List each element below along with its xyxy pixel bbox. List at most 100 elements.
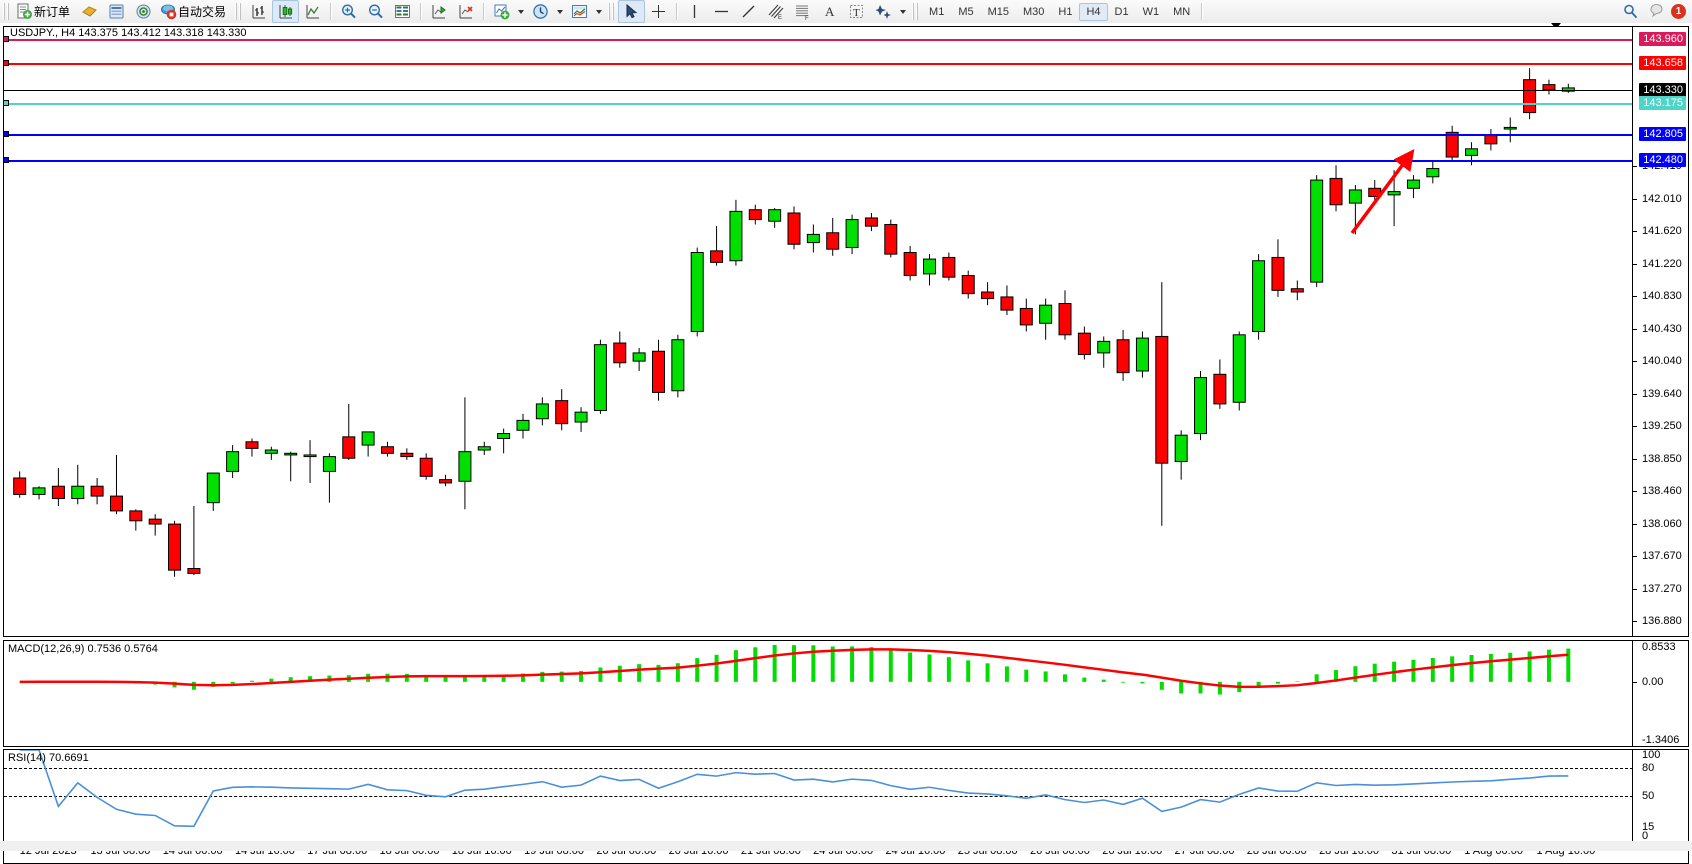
macd-label: MACD(12,26,9) 0.7536 0.5764 [8,643,158,655]
search-button[interactable] [1617,0,1644,23]
data-grid-button[interactable] [389,0,416,23]
zoom-in-button[interactable] [335,0,362,23]
price-tick-mark [1633,361,1637,363]
chart-container[interactable]: USDJPY., H4 143.375 143.412 143.318 143.… [0,23,1692,864]
cursor-button[interactable] [618,0,646,23]
toolbar-separator-1 [330,3,332,20]
text-button[interactable]: A [816,0,843,23]
price-tick-mark [1633,621,1637,623]
price-tick: 138.460 [1633,485,1688,497]
macd-plot[interactable]: MACD(12,26,9) 0.7536 0.5764 [4,641,1633,746]
level-price-label-bid-line: 143.175 [1639,96,1686,111]
price-tick-mark [1633,166,1637,168]
navigator-button[interactable] [130,0,157,23]
timeframe-m5[interactable]: M5 [958,5,974,18]
timeframe-w1[interactable]: W1 [1142,5,1160,18]
price-tick: 142.010 [1633,193,1688,205]
text-label-button[interactable]: T [843,0,870,23]
template-dropdown-caret[interactable] [596,9,603,14]
crosshair-button[interactable] [645,0,672,23]
timeframe-d1[interactable]: D1 [1114,5,1129,18]
level-line-support-upper[interactable] [4,133,1633,136]
level-price-label-resistance-lower: 143.658 [1639,56,1686,71]
price-tick: 140.830 [1633,290,1688,302]
rsi-level-50 [4,795,1633,797]
add-indicator-button[interactable] [488,0,515,23]
macd-pane[interactable]: MACD(12,26,9) 0.7536 0.5764 0.8533 0.00 -1… [3,640,1689,747]
indicator-dropdown-caret[interactable] [518,9,525,14]
vertical-line-button[interactable] [681,0,708,23]
level-handle-support-upper[interactable] [4,130,9,137]
period-dropdown-caret[interactable] [557,9,564,14]
rsi-plot[interactable]: RSI(14) 70.6691 [4,750,1633,841]
arrows-button[interactable] [870,0,897,23]
auto-scroll-button[interactable] [452,0,479,23]
level-price-label-support-lower: 142.480 [1639,153,1686,168]
timeframe-m1[interactable]: M1 [929,5,945,18]
timeframe-mn[interactable]: MN [1173,5,1191,18]
timeframe-group: M1 M5 M15 M30 H1 H4 D1 W1 MN [922,0,1197,23]
price-tick-mark [1633,426,1637,428]
toolbar-grip[interactable] [3,3,10,20]
equidistant-channel-button[interactable]: E [762,0,789,23]
price-tick-mark [1633,556,1637,558]
price-tick: 138.060 [1633,518,1688,530]
toolbar-grip-4[interactable] [912,3,920,20]
bar-chart-button[interactable] [245,0,272,23]
level-price-label-support-upper: 142.805 [1639,126,1686,141]
price-axis[interactable]: 142.410142.010141.620141.220140.830140.4… [1632,27,1688,636]
price-tick-mark [1633,589,1637,591]
period-button[interactable] [527,0,554,23]
fibonacci-button[interactable]: F [789,0,816,23]
price-tick: 137.670 [1633,550,1688,562]
toolbar-separator-4 [676,3,678,20]
level-line-resistance-lower[interactable] [4,63,1633,66]
horizontal-line-button[interactable] [708,0,735,23]
level-line-resistance-upper[interactable] [4,38,1633,41]
price-tick: 141.220 [1633,258,1688,270]
new-order-button[interactable]: 新订单 [13,0,76,23]
toolbar-grip-3[interactable] [608,3,616,20]
svg-text:F: F [805,16,809,20]
price-pane[interactable]: USDJPY., H4 143.375 143.412 143.318 143.… [3,26,1689,637]
line-chart-button[interactable] [299,0,326,23]
price-plot[interactable]: USDJPY., H4 143.375 143.412 143.318 143.… [4,27,1633,636]
expert-advisors-button[interactable] [76,0,103,23]
candlestick-chart-button[interactable] [272,0,300,23]
svg-text:E: E [778,15,782,20]
trendline-button[interactable] [735,0,762,23]
rsi-pane[interactable]: RSI(14) 70.6691 100 80 50 15 0 [3,749,1689,842]
timeframe-m30[interactable]: M30 [1023,5,1045,18]
arrows-dropdown-caret[interactable] [900,9,907,14]
data-window-button[interactable] [103,0,130,23]
price-tick-mark [1633,491,1637,493]
autotrading-button[interactable]: 自动交易 [157,0,232,23]
svg-text:A: A [825,4,835,19]
level-handle-bid-line[interactable] [4,100,9,107]
level-line-last-price[interactable] [4,90,1633,92]
zoom-out-button[interactable] [362,0,389,23]
timeframe-h1[interactable]: H1 [1058,5,1073,18]
level-handle-resistance-upper[interactable] [4,35,9,42]
price-tick-mark [1633,394,1637,396]
price-tick: 140.430 [1633,323,1688,335]
macd-tick: 0.00 [1633,676,1688,688]
level-line-bid-line[interactable] [4,103,1633,106]
shift-chart-button[interactable] [425,0,452,23]
template-button[interactable] [566,0,593,23]
notification-badge[interactable]: 1 [1671,4,1686,19]
level-handle-support-lower[interactable] [4,157,9,164]
macd-tick: -1.3406 [1642,734,1680,746]
rsi-axis: 100 80 50 15 0 [1632,749,1688,842]
trend-arrow[interactable] [4,27,1633,636]
macd-tick-mark [1633,681,1637,683]
main-toolbar: 新订单 自动交易 [0,0,1692,24]
notifications-button[interactable] [1644,0,1671,23]
price-tick-mark [1633,264,1637,266]
level-line-support-lower[interactable] [4,160,1633,163]
toolbar-grip-2[interactable] [235,3,243,20]
timeframe-h4[interactable]: H4 [1079,2,1108,21]
level-handle-resistance-lower[interactable] [4,60,9,67]
timeframe-m15[interactable]: M15 [987,5,1009,18]
